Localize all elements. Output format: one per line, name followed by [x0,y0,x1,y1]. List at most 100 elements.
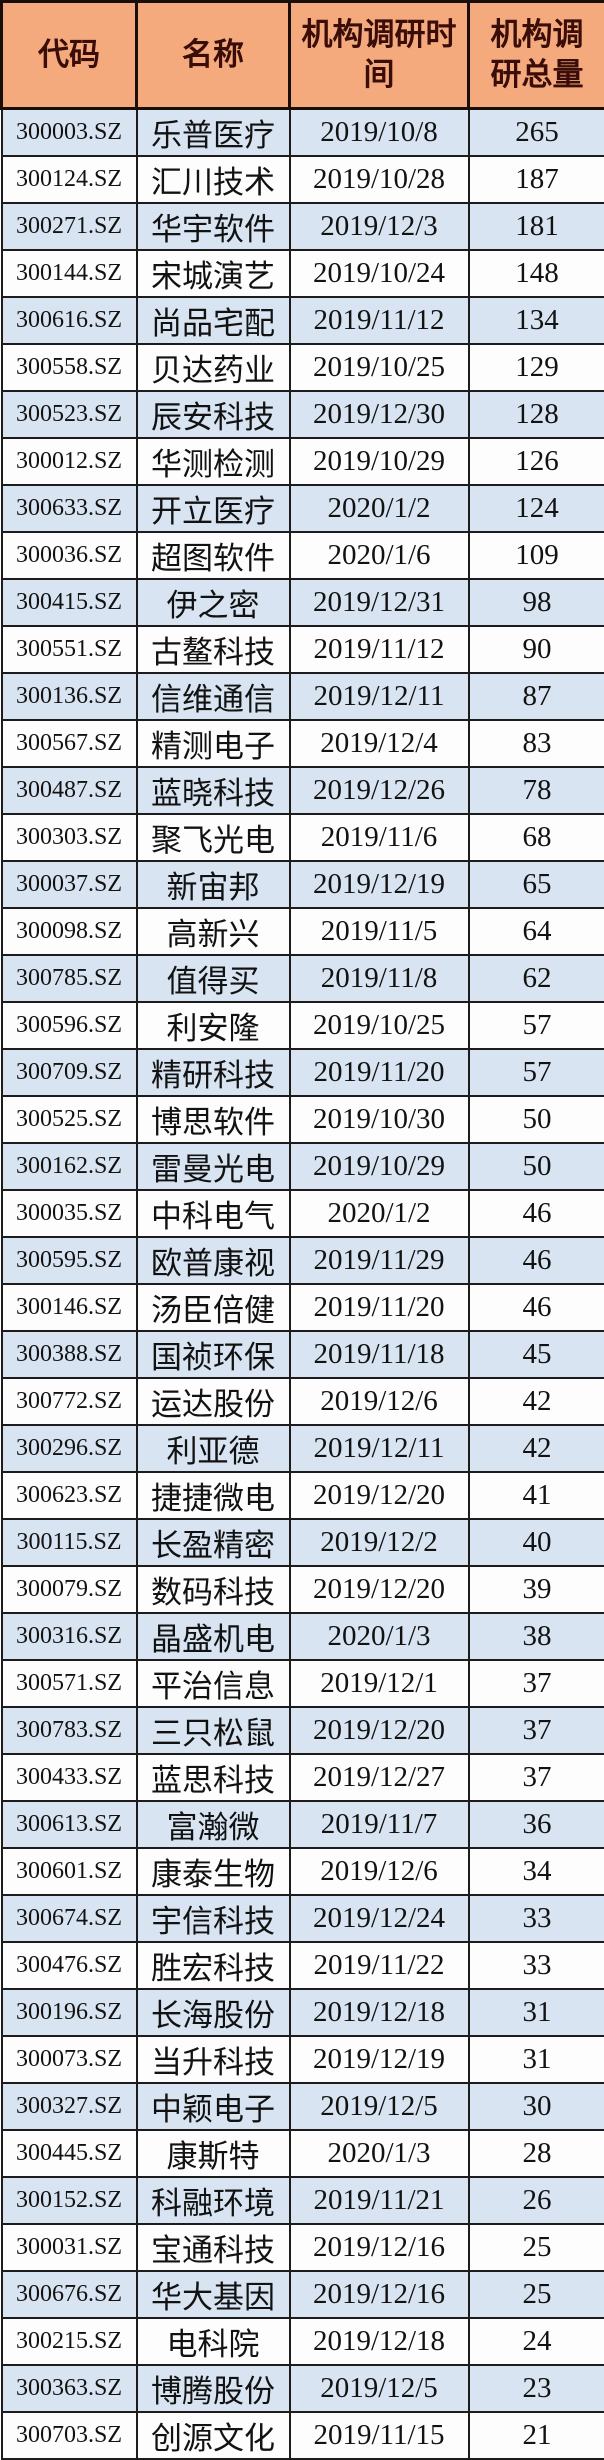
name-cell: 聚飞光电 [137,814,290,861]
code-cell: 300676.SZ [2,2271,137,2318]
code-cell: 300595.SZ [2,1237,137,1284]
header-row: 代码 名称 机构调研时间 机构调研总量 [2,2,604,109]
total-cell: 25 [469,2271,604,2318]
header-code: 代码 [2,2,137,109]
name-cell: 宋城演艺 [137,250,290,297]
code-cell: 300162.SZ [2,1143,137,1190]
total-cell: 50 [469,1096,604,1143]
name-cell: 国祯环保 [137,1331,290,1378]
date-cell: 2019/12/4 [290,720,469,767]
code-cell: 300551.SZ [2,626,137,673]
date-cell: 2019/12/27 [290,1754,469,1801]
name-cell: 中科电气 [137,1190,290,1237]
code-cell: 300596.SZ [2,1002,137,1049]
total-cell: 41 [469,1472,604,1519]
total-cell: 30 [469,2083,604,2130]
date-cell: 2019/12/16 [290,2224,469,2271]
name-cell: 欧普康视 [137,1237,290,1284]
code-cell: 300709.SZ [2,1049,137,1096]
code-cell: 300623.SZ [2,1472,137,1519]
header-total: 机构调研总量 [469,2,604,109]
total-cell: 181 [469,203,604,250]
code-cell: 300115.SZ [2,1519,137,1566]
total-cell: 57 [469,1049,604,1096]
name-cell: 长盈精密 [137,1519,290,1566]
total-cell: 68 [469,814,604,861]
date-cell: 2019/12/20 [290,1707,469,1754]
total-cell: 26 [469,2177,604,2224]
date-cell: 2020/1/3 [290,2130,469,2177]
total-cell: 40 [469,1519,604,1566]
date-cell: 2020/1/6 [290,532,469,579]
total-cell: 31 [469,2036,604,2083]
total-cell: 24 [469,2318,604,2365]
header-name: 名称 [137,2,290,109]
date-cell: 2019/12/19 [290,861,469,908]
date-cell: 2020/1/2 [290,485,469,532]
date-cell: 2019/11/12 [290,297,469,344]
code-cell: 300079.SZ [2,1566,137,1613]
code-cell: 300144.SZ [2,250,137,297]
code-cell: 300525.SZ [2,1096,137,1143]
name-cell: 三只松鼠 [137,1707,290,1754]
date-cell: 2020/1/3 [290,1613,469,1660]
name-cell: 精测电子 [137,720,290,767]
name-cell: 电科院 [137,2318,290,2365]
name-cell: 乐普医疗 [137,109,290,157]
total-cell: 87 [469,673,604,720]
name-cell: 汇川技术 [137,156,290,203]
name-cell: 精研科技 [137,1049,290,1096]
total-cell: 42 [469,1425,604,1472]
total-cell: 124 [469,485,604,532]
code-cell: 300613.SZ [2,1801,137,1848]
total-cell: 46 [469,1190,604,1237]
date-cell: 2019/12/26 [290,767,469,814]
code-cell: 300633.SZ [2,485,137,532]
date-cell: 2019/11/18 [290,1331,469,1378]
total-cell: 33 [469,1942,604,1989]
name-cell: 胜宏科技 [137,1942,290,1989]
total-cell: 128 [469,391,604,438]
total-cell: 83 [469,720,604,767]
date-cell: 2019/11/15 [290,2412,469,2459]
date-cell: 2019/10/8 [290,109,469,157]
date-cell: 2019/12/3 [290,203,469,250]
name-cell: 中颖电子 [137,2083,290,2130]
name-cell: 华宇软件 [137,203,290,250]
code-cell: 300037.SZ [2,861,137,908]
name-cell: 博思软件 [137,1096,290,1143]
code-cell: 300012.SZ [2,438,137,485]
date-cell: 2019/12/5 [290,2083,469,2130]
code-cell: 300303.SZ [2,814,137,861]
name-cell: 华测检测 [137,438,290,485]
date-cell: 2019/10/29 [290,438,469,485]
total-cell: 33 [469,1895,604,1942]
code-cell: 300674.SZ [2,1895,137,1942]
total-cell: 37 [469,1707,604,1754]
date-cell: 2020/1/2 [290,1190,469,1237]
code-cell: 300152.SZ [2,2177,137,2224]
date-cell: 2019/10/25 [290,344,469,391]
date-cell: 2019/12/30 [290,391,469,438]
